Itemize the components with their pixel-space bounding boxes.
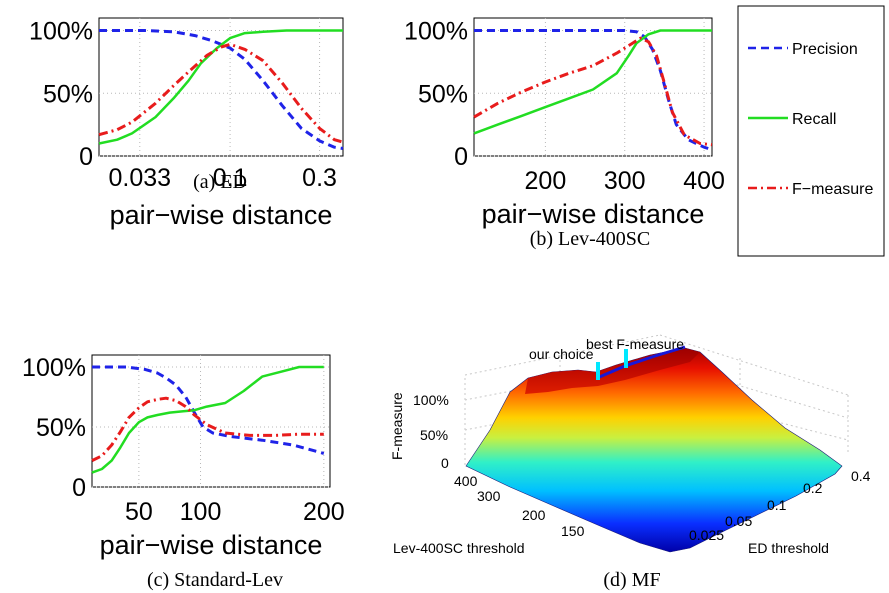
x-tick-0.1: 0.1 bbox=[213, 164, 248, 192]
y-tick-0: 0 bbox=[72, 474, 86, 502]
panel-c: 0 50% 100% 50 100 200 pair−wise distance (c) St… bbox=[22, 354, 345, 591]
y-tick-0: 0 bbox=[454, 143, 468, 171]
x-tick-50: 50 bbox=[125, 498, 153, 526]
x-tick-400: 400 bbox=[683, 167, 725, 195]
y-tick-100-: 100% bbox=[29, 18, 93, 46]
legend: Precision Recall F−measure bbox=[737, 5, 885, 257]
annotation-our-choice: our choice bbox=[529, 346, 594, 362]
x-tick-0.05: 0.05 bbox=[725, 513, 752, 529]
series-f-measure bbox=[91, 396, 324, 462]
series-precision bbox=[92, 365, 325, 455]
x-axis-label: pair−wise distance bbox=[100, 530, 323, 560]
panel-b: 0 50% 100% 200 300 400 pair−wise distance(b) L… bbox=[404, 17, 725, 250]
z-axis-label: F-measure bbox=[389, 392, 405, 460]
x-tick-0.3: 0.3 bbox=[302, 164, 337, 192]
x-axis-label: pair−wise distance bbox=[110, 200, 333, 230]
x-tick-0.2: 0.2 bbox=[803, 480, 823, 496]
y-tick-50-: 50% bbox=[418, 80, 468, 108]
x-tick-0.033: 0.033 bbox=[109, 164, 172, 192]
series-recall bbox=[91, 365, 324, 474]
plot-area bbox=[91, 354, 331, 488]
y-tick-400: 400 bbox=[454, 473, 478, 489]
x-tick-200: 200 bbox=[525, 167, 567, 195]
series-precision bbox=[99, 29, 344, 150]
y-tick-100-: 100% bbox=[22, 354, 86, 382]
x-tick-200: 200 bbox=[303, 498, 345, 526]
legend-label-recall: Recall bbox=[792, 111, 836, 128]
y-tick-50-: 50% bbox=[43, 80, 93, 108]
x-tick-0.025: 0.025 bbox=[689, 527, 724, 543]
series-f-measure bbox=[98, 42, 344, 144]
z-tick-100: 100% bbox=[413, 392, 449, 408]
x-tick-0.4: 0.4 bbox=[851, 468, 871, 484]
annotation-best-fmeasure: best F-measure bbox=[586, 336, 684, 352]
y-tick-200: 200 bbox=[522, 507, 546, 523]
x-axis-label: pair−wise distance bbox=[482, 199, 705, 229]
z-tick-0: 0 bbox=[441, 455, 449, 471]
y-tick-300: 300 bbox=[477, 488, 501, 504]
plot-area bbox=[98, 17, 344, 157]
caption-d: (d) MF bbox=[603, 569, 660, 591]
y-axis-label: Lev-400SC threshold bbox=[393, 540, 525, 556]
z-tick-50: 50% bbox=[420, 427, 448, 443]
best-fmeasure-ridge-line bbox=[596, 345, 686, 380]
caption-b: (b) Lev-400SC bbox=[530, 228, 651, 250]
caption-a: (a) ED bbox=[193, 171, 247, 193]
legend-label-precision: Precision bbox=[792, 41, 858, 58]
y-tick-50-: 50% bbox=[36, 414, 86, 442]
x-tick-0.1: 0.1 bbox=[767, 497, 787, 513]
panel-a: 0 50% 100% 0.033 0.1 0.3 pair−wise distance (a)… bbox=[29, 17, 344, 230]
x-axis-label: ED threshold bbox=[748, 540, 829, 556]
y-tick-150: 150 bbox=[561, 523, 585, 539]
series-recall bbox=[473, 29, 712, 135]
panel-d: best F-measure our choice 0 50% 100% F-m… bbox=[389, 334, 871, 591]
x-tick-300: 300 bbox=[604, 167, 646, 195]
caption-c: (c) Standard-Lev bbox=[147, 569, 283, 591]
y-tick-100-: 100% bbox=[404, 18, 468, 46]
y-tick-0: 0 bbox=[79, 143, 93, 171]
legend-label-fmeasure: F−measure bbox=[792, 181, 873, 198]
plot-area bbox=[473, 17, 713, 157]
x-tick-100: 100 bbox=[180, 498, 222, 526]
